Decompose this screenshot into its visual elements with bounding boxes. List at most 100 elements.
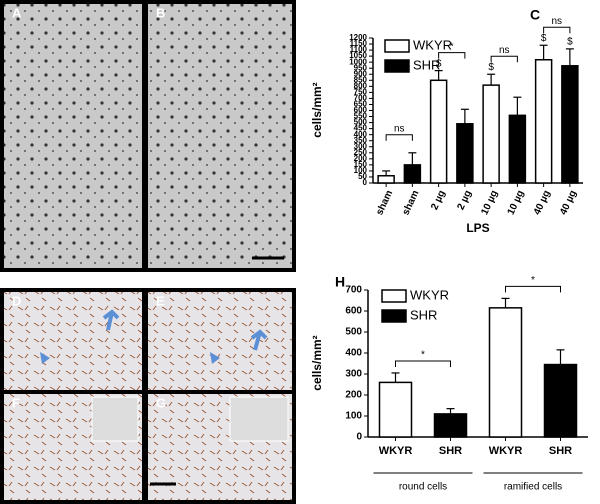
- y-tick-label: 400: [354, 130, 368, 139]
- micrograph: [4, 292, 142, 390]
- y-tick-label: 850: [354, 75, 368, 84]
- x-tick-label: sham: [400, 189, 421, 217]
- group-label: ramified cells: [504, 482, 562, 493]
- x-tick-label: SHR: [549, 445, 572, 457]
- y-tick-label: 100: [345, 411, 362, 422]
- panel-title: H: [335, 274, 345, 290]
- y-tick-label: 750: [354, 87, 368, 96]
- significance-bracket: [395, 360, 451, 367]
- bar-marker: $: [488, 62, 494, 73]
- panel-title: C: [530, 7, 540, 23]
- panel-label: D: [12, 293, 21, 308]
- significance-bracket: [505, 285, 561, 293]
- bar: [403, 164, 422, 184]
- x-tick-label: 2 µg: [429, 189, 448, 212]
- y-tick-label: 0: [356, 432, 362, 443]
- bar: [508, 114, 527, 184]
- significance-label: *: [421, 350, 425, 361]
- arrow: [250, 329, 268, 351]
- significance-bracket: [385, 134, 413, 141]
- legend-swatch: [381, 309, 407, 323]
- significance-label: *: [450, 41, 454, 52]
- bar: [378, 381, 413, 438]
- x-axis-label: LPS: [466, 221, 489, 235]
- y-tick-label: 450: [354, 124, 368, 133]
- legend-label: SHR: [410, 307, 437, 322]
- significance-label: ns: [499, 45, 510, 56]
- y-tick-label: 300: [354, 142, 368, 151]
- panel-label: E: [156, 293, 165, 308]
- significance-bracket: [490, 55, 518, 63]
- bar-marker: $: [436, 58, 442, 69]
- y-tick-label: 800: [354, 81, 368, 90]
- y-tick-label: 250: [354, 148, 368, 157]
- bar: [482, 84, 500, 184]
- bar: [433, 413, 468, 438]
- legend-label: WKYR: [413, 37, 452, 52]
- legend-label: SHR: [413, 57, 440, 72]
- y-tick-label: 0: [363, 178, 368, 187]
- legend-swatch: [384, 59, 410, 73]
- panel-label: G: [156, 395, 166, 410]
- micrograph: [148, 4, 292, 268]
- y-tick-label: 1150: [350, 39, 368, 48]
- arrow: [102, 309, 120, 331]
- x-tick-label: WKYR: [379, 445, 413, 457]
- legend-swatch: [381, 289, 407, 303]
- bar: [561, 65, 579, 184]
- y-tick-label: 900: [354, 69, 368, 78]
- y-tick-label: 50: [358, 172, 367, 181]
- y-tick-label: 300: [345, 369, 362, 380]
- y-tick-label: 1050: [349, 51, 367, 60]
- legend-swatch: [384, 39, 410, 53]
- bar: [488, 307, 523, 438]
- x-tick-label: sham: [374, 189, 395, 217]
- bar: [534, 59, 553, 184]
- y-tick-label: 500: [354, 118, 368, 127]
- y-tick-label: 100: [354, 166, 368, 175]
- y-tick-label: 700: [354, 94, 368, 103]
- y-tick-label: 950: [354, 63, 368, 72]
- y-tick-label: 400: [345, 348, 362, 359]
- y-tick-label: 1000: [349, 57, 367, 66]
- panel-label: F: [12, 395, 20, 410]
- x-tick-label: 40 µg: [532, 189, 553, 217]
- micrograph: [148, 292, 292, 390]
- significance-bracket: [438, 52, 466, 59]
- y-tick-label: 1100: [350, 45, 368, 54]
- arrowhead: [40, 352, 50, 364]
- x-tick-label: 40 µg: [558, 189, 579, 217]
- y-tick-label: 350: [354, 136, 368, 145]
- significance-label: ns: [394, 123, 405, 134]
- bar: [456, 123, 474, 184]
- y-tick-label: 600: [354, 106, 368, 115]
- bar: [543, 363, 578, 438]
- x-tick-label: 2 µg: [455, 189, 474, 212]
- y-tick-label: 150: [354, 160, 368, 169]
- bar-marker: $: [541, 33, 547, 44]
- panel-label: A: [12, 5, 22, 20]
- x-tick-label: 10 µg: [506, 189, 527, 217]
- bar: [429, 79, 448, 184]
- y-tick-label: 600: [345, 306, 362, 317]
- y-tick-label: 1200: [349, 33, 367, 42]
- bar: [377, 175, 395, 184]
- x-tick-label: WKYR: [489, 445, 523, 457]
- arrowhead: [210, 352, 220, 364]
- y-tick-label: 700: [345, 285, 362, 296]
- group-label: round cells: [399, 482, 447, 493]
- x-tick-label: 10 µg: [479, 189, 500, 217]
- y-tick-label: 550: [354, 112, 368, 121]
- significance-label: *: [531, 275, 535, 286]
- significance-label: ns: [551, 16, 562, 27]
- inset: [229, 396, 289, 442]
- inset: [91, 396, 139, 442]
- panel-label: B: [156, 5, 165, 20]
- bar-marker: $: [567, 37, 573, 48]
- micrograph: [4, 4, 142, 268]
- y-tick-label: 200: [354, 154, 368, 163]
- significance-bracket: [543, 26, 571, 34]
- x-tick-label: SHR: [439, 445, 462, 457]
- legend-label: WKYR: [410, 287, 449, 302]
